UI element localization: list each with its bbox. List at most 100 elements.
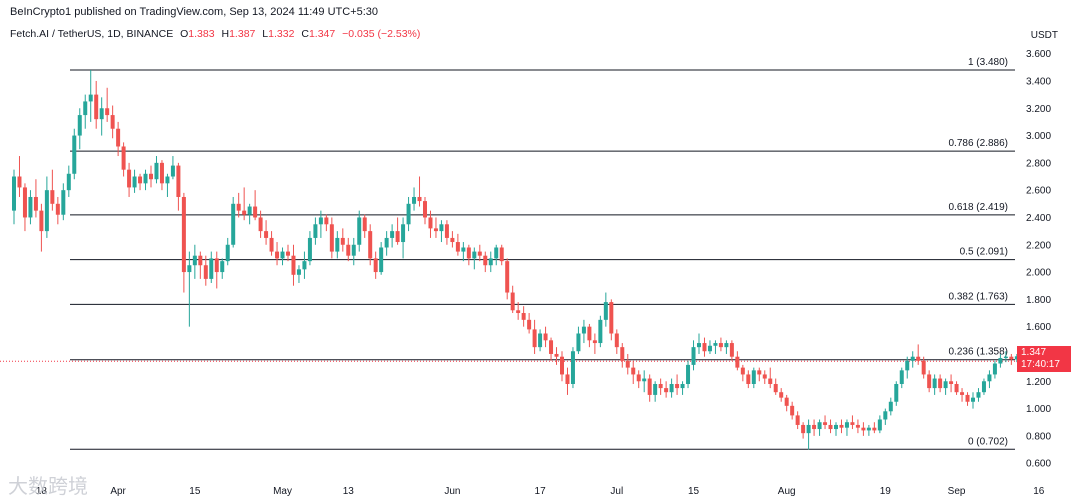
candle	[565, 367, 570, 395]
candle	[609, 299, 614, 341]
candle	[921, 356, 926, 379]
symbol-name[interactable]: Fetch.AI / TetherUS, 1D, BINANCE	[10, 28, 174, 40]
candle	[220, 258, 225, 279]
candle	[927, 370, 932, 393]
candle	[850, 415, 855, 430]
candle	[242, 187, 247, 221]
candle	[214, 251, 219, 289]
candle	[510, 285, 515, 314]
candle	[844, 419, 849, 436]
candle	[110, 105, 115, 139]
candle	[686, 360, 691, 389]
candle	[527, 313, 532, 334]
candle	[779, 388, 784, 402]
candle	[154, 156, 159, 184]
x-tick-label: May	[273, 486, 292, 497]
candle	[877, 415, 882, 434]
y-tick-label: 2.200	[1026, 240, 1051, 251]
candles	[12, 70, 1025, 450]
y-tick-label: 1.200	[1026, 377, 1051, 388]
candle	[751, 367, 756, 389]
y-tick-label: 0.800	[1026, 431, 1051, 442]
candle	[746, 370, 751, 389]
candle	[494, 244, 499, 266]
candle	[170, 156, 175, 180]
candle	[165, 173, 170, 197]
candle	[740, 364, 745, 382]
candle	[965, 392, 970, 406]
candle	[99, 97, 104, 136]
x-tick-label: 15	[688, 486, 700, 497]
candle	[406, 196, 411, 232]
candle	[614, 329, 619, 354]
currency-label: USDT	[1030, 30, 1058, 41]
candle	[225, 237, 230, 266]
candle	[307, 231, 312, 266]
candle	[127, 162, 132, 197]
candle	[384, 231, 389, 256]
candle	[532, 319, 537, 354]
candle	[538, 329, 543, 352]
candle	[899, 367, 904, 389]
candle	[664, 381, 669, 398]
candle	[488, 251, 493, 273]
x-tick-label: 15	[189, 486, 201, 497]
candle	[784, 394, 789, 412]
candle	[505, 258, 510, 300]
candle	[181, 192, 186, 293]
candle	[412, 187, 417, 211]
candle	[581, 319, 586, 344]
candle	[888, 397, 893, 416]
candle	[88, 70, 93, 122]
candle	[132, 169, 137, 193]
candle	[724, 340, 729, 354]
candle	[943, 378, 948, 395]
candle	[192, 244, 197, 279]
candle	[855, 419, 860, 434]
x-tick-label: 19	[880, 486, 892, 497]
fib-label: 0 (0.702)	[968, 436, 1008, 447]
candle	[636, 370, 641, 389]
candle	[198, 251, 203, 279]
candle	[17, 156, 22, 197]
candle	[861, 422, 866, 436]
candle	[976, 388, 981, 402]
candle	[346, 237, 351, 262]
candle	[362, 214, 367, 238]
candle	[795, 411, 800, 430]
candle	[280, 247, 285, 266]
candle	[932, 374, 937, 395]
candle	[905, 356, 910, 379]
symbol-legend: Fetch.AI / TetherUS, 1D, BINANCE O1.383 …	[10, 28, 420, 40]
candle	[275, 242, 280, 266]
candle	[1003, 351, 1008, 363]
candle	[516, 302, 521, 320]
candle	[291, 244, 296, 286]
y-tick-label: 3.200	[1026, 104, 1051, 115]
candle	[817, 419, 822, 436]
candle	[987, 370, 992, 389]
candle	[910, 351, 915, 368]
candle	[401, 217, 406, 259]
x-tick-label: 13	[343, 486, 355, 497]
candle	[554, 347, 559, 365]
candle	[483, 251, 488, 273]
candle	[1009, 353, 1014, 365]
publisher-line: BeInCrypto1 published on TradingView.com…	[10, 6, 379, 18]
candle	[450, 231, 455, 248]
candle	[762, 370, 767, 384]
candle	[324, 214, 329, 232]
y-tick-label: 2.000	[1026, 268, 1051, 279]
candle	[981, 378, 986, 395]
candle	[631, 360, 636, 384]
candle	[675, 374, 680, 395]
candle	[138, 173, 143, 191]
candle	[697, 333, 701, 354]
candle	[828, 419, 833, 434]
candle	[598, 315, 603, 348]
last-price-value: 1.347	[1021, 347, 1047, 358]
watermark-logo: 大数跨境	[8, 470, 88, 499]
candle	[417, 176, 422, 207]
candle	[521, 306, 526, 327]
